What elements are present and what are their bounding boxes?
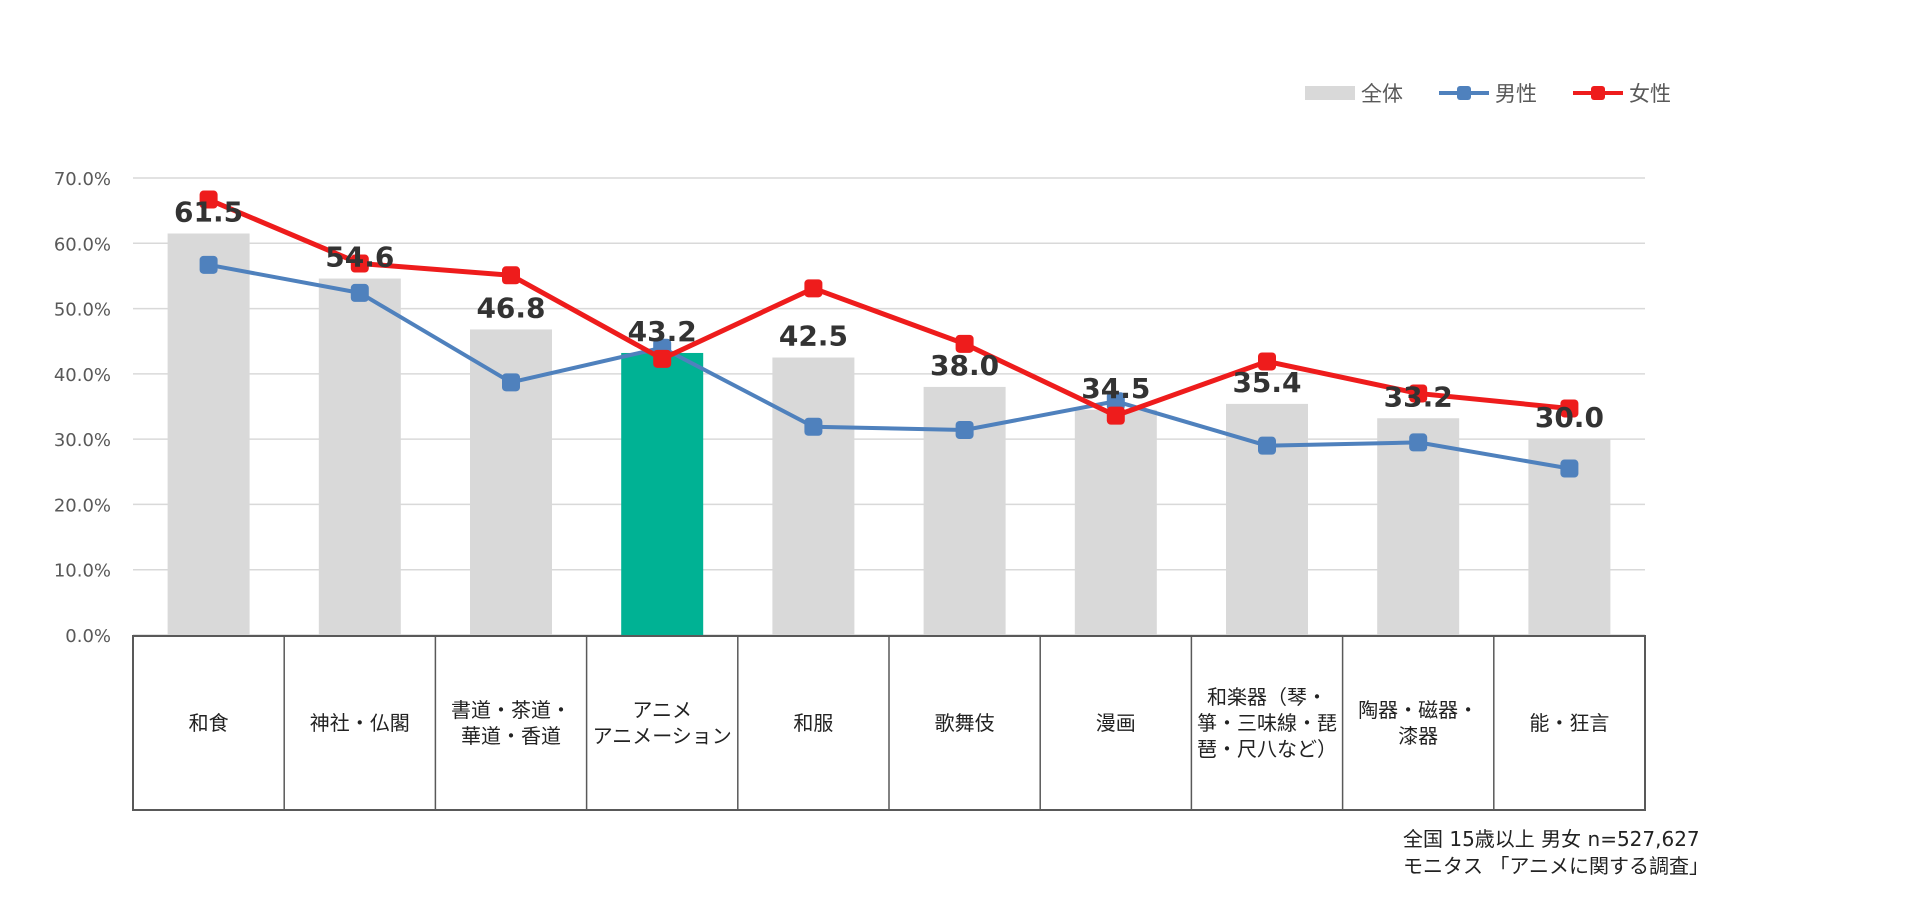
- chart-footnote: 全国 15歳以上 男女 n=527,627 モニタス 「アニメに関する調査」: [1403, 826, 1709, 880]
- footnote-source: モニタス 「アニメに関する調査」: [1403, 854, 1709, 878]
- y-tick-label: 0.0%: [65, 626, 111, 647]
- legend-label-total: 全体: [1361, 82, 1403, 106]
- x-tick-label: 神社・仏閣: [310, 711, 410, 735]
- y-tick-label: 20.0%: [54, 495, 111, 516]
- bar: [1074, 409, 1157, 635]
- x-tick-label: 琶・尺八など）: [1197, 737, 1337, 761]
- male-point: [1409, 433, 1428, 452]
- bar-data-label: 61.5: [174, 195, 243, 228]
- bar-series: [167, 233, 1611, 635]
- female-line-series: [199, 190, 1579, 425]
- bar-data-labels: 61.5 54.6 46.8 43.2 42.5 38.0 34.5 35.4 33.2 30.0: [174, 195, 1604, 434]
- x-tick-label: 箏・三味線・琵: [1197, 711, 1337, 735]
- female-point: [653, 349, 672, 368]
- y-tick-label: 60.0%: [54, 234, 111, 255]
- male-line-series: [199, 255, 1579, 478]
- bar-data-label: 33.2: [1384, 380, 1453, 413]
- legend-item-total: 全体: [1305, 78, 1403, 108]
- bar-data-label: 42.5: [779, 320, 848, 353]
- male-point: [1106, 392, 1125, 411]
- x-tick-label: 和食: [189, 711, 229, 735]
- y-tick-label: 30.0%: [54, 430, 111, 451]
- x-tick-label: 歌舞伎: [935, 711, 995, 735]
- y-tick-label: 50.0%: [54, 300, 111, 321]
- x-tick-label: 書道・茶道・: [451, 698, 571, 722]
- y-tick-label: 10.0%: [54, 561, 111, 582]
- bar-data-label: 35.4: [1232, 366, 1301, 399]
- female-point: [1409, 384, 1428, 403]
- footnote-sample: 全国 15歳以上 男女 n=527,627: [1403, 827, 1700, 851]
- x-tick-label: 漆器: [1398, 724, 1438, 748]
- x-tick-label: 陶器・磁器・: [1358, 698, 1478, 722]
- female-point: [1106, 406, 1125, 425]
- male-point: [199, 255, 218, 274]
- x-tick-label: 和楽器（琴・: [1207, 685, 1327, 709]
- male-point: [1560, 459, 1579, 478]
- male-point: [350, 283, 369, 302]
- legend-female-swatch: [1573, 86, 1623, 100]
- male-line: [208, 262, 1570, 471]
- x-tick-label: 和服: [793, 711, 833, 735]
- legend-item-female: 女性: [1573, 78, 1671, 108]
- x-tick-label: アニメーション: [593, 724, 732, 748]
- bar-data-label: 43.2: [628, 315, 697, 348]
- bar: [1377, 418, 1460, 635]
- bar: [621, 352, 704, 635]
- chart-legend: 全体 男性 女性: [1305, 78, 1671, 108]
- x-tick-label: 能・狂言: [1529, 711, 1609, 735]
- x-tick-label: 漫画: [1096, 711, 1136, 735]
- female-line: [207, 197, 1570, 419]
- y-axis-ticks: 0.0% 10.0% 20.0% 30.0% 40.0% 50.0% 60.0% 70.0%: [54, 169, 111, 647]
- bar: [772, 357, 855, 635]
- legend-bar-swatch: [1305, 86, 1355, 100]
- female-point: [1560, 399, 1579, 418]
- y-tick-label: 40.0%: [54, 365, 111, 386]
- bar-data-label: 30.0: [1535, 401, 1604, 434]
- male-point: [502, 373, 520, 392]
- bar: [318, 278, 401, 635]
- x-tick-label: アニメ: [632, 698, 692, 722]
- bar-data-label: 34.5: [1081, 372, 1150, 405]
- male-point: [804, 417, 823, 436]
- female-point: [1258, 352, 1276, 371]
- legend-label-female: 女性: [1629, 82, 1671, 106]
- legend-item-male: 男性: [1439, 78, 1537, 108]
- male-point: [955, 421, 974, 440]
- bar: [167, 233, 250, 635]
- bar-data-label: 54.6: [325, 241, 394, 274]
- male-point: [1258, 436, 1276, 455]
- legend-male-swatch: [1439, 86, 1489, 100]
- female-point: [199, 190, 218, 209]
- female-point: [804, 279, 823, 298]
- x-tick-label: 華道・香道: [461, 724, 561, 748]
- female-point: [350, 254, 369, 273]
- bar-data-label: 46.8: [476, 291, 545, 324]
- y-tick-label: 70.0%: [54, 169, 111, 190]
- legend-label-male: 男性: [1495, 82, 1537, 106]
- female-point: [502, 266, 520, 285]
- bar-data-label: 38.0: [930, 349, 999, 382]
- female-point: [955, 334, 974, 353]
